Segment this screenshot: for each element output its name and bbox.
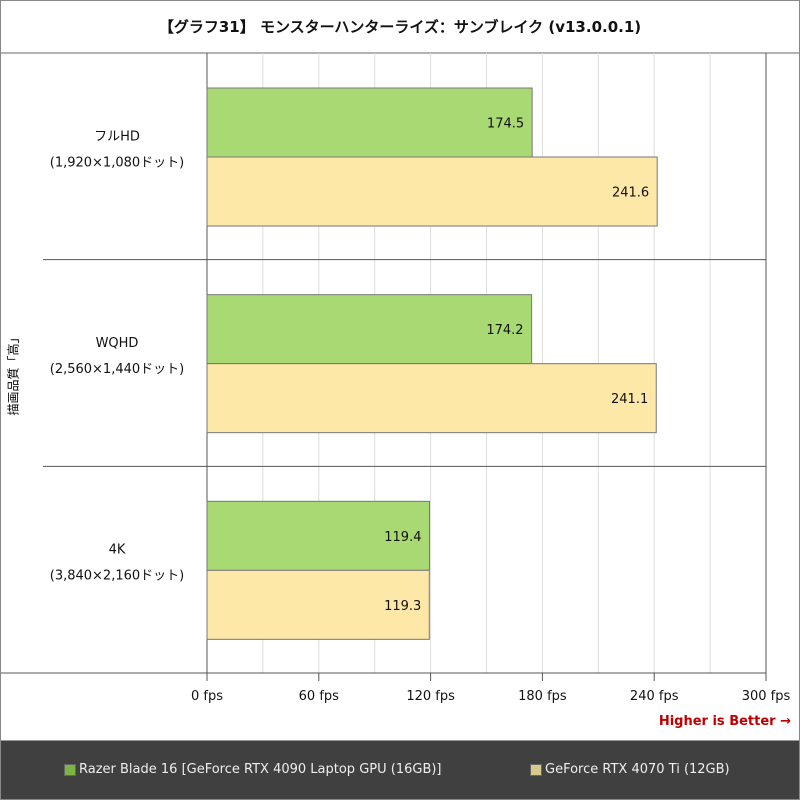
x-tick-label: 300 fps bbox=[742, 689, 791, 704]
legend-item-4070ti: GeForce RTX 4070 Ti (12GB) bbox=[530, 762, 730, 777]
bar bbox=[206, 569, 430, 640]
legend-item-razer: Razer Blade 16 [GeForce RTX 4090 Laptop … bbox=[64, 762, 442, 777]
category-detail: (2,560×1,440ドット) bbox=[50, 362, 184, 377]
category-label: WQHD bbox=[96, 336, 139, 351]
x-tick-label: 240 fps bbox=[630, 689, 679, 704]
x-tick-label: 120 fps bbox=[406, 689, 455, 704]
legend-swatch bbox=[64, 763, 76, 776]
bar-value-label: 119.3 bbox=[384, 599, 421, 614]
legend-label: Razer Blade 16 [GeForce RTX 4090 Laptop … bbox=[79, 762, 442, 777]
bar bbox=[206, 294, 533, 365]
higher-is-better-note: Higher is Better → bbox=[658, 714, 791, 729]
bar-value-label: 119.4 bbox=[384, 530, 421, 545]
bar-value-label: 174.2 bbox=[486, 323, 523, 338]
category-detail: (3,840×2,160ドット) bbox=[50, 569, 184, 584]
x-tick-label: 60 fps bbox=[299, 689, 340, 704]
category-label: 4K bbox=[109, 543, 126, 558]
x-tick-label: 0 fps bbox=[191, 689, 223, 704]
category-label: フルHD bbox=[94, 129, 140, 144]
bar-value-label: 241.6 bbox=[612, 186, 649, 201]
bar-value-label: 174.5 bbox=[487, 117, 524, 132]
legend-label: GeForce RTX 4070 Ti (12GB) bbox=[545, 762, 730, 777]
category-detail: (1,920×1,080ドット) bbox=[50, 155, 184, 170]
x-tick-label: 180 fps bbox=[518, 689, 567, 704]
bar-value-label: 241.1 bbox=[611, 392, 648, 407]
y-axis-label: 描画品質「高」 bbox=[6, 331, 21, 416]
bar-chart: 0 fps 60 fps 120 fps 180 fps 240 fps 300 fps フ… bbox=[1, 52, 799, 704]
bar bbox=[206, 87, 533, 158]
legend: Razer Blade 16 [GeForce RTX 4090 Laptop … bbox=[1, 740, 799, 799]
chart-title: 【グラフ31】 モンスターハンターライズ：サンブレイク (v13.0.0.1) bbox=[158, 18, 642, 36]
legend-swatch bbox=[530, 763, 542, 776]
bar bbox=[206, 363, 657, 434]
bar bbox=[206, 156, 658, 227]
